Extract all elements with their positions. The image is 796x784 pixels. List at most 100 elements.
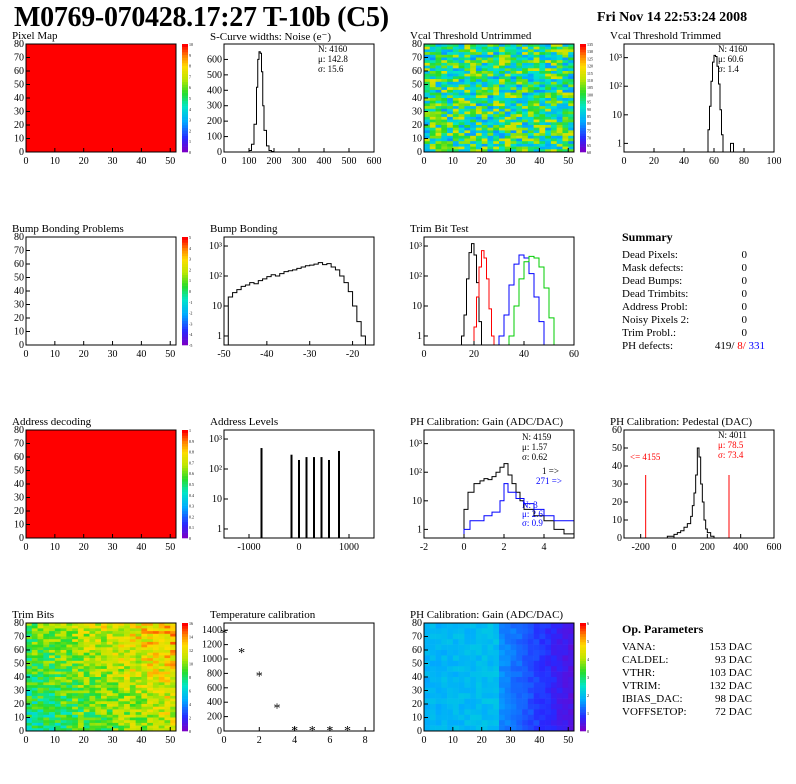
- heatmap-cell: [441, 122, 448, 126]
- colorbar-segment: [182, 695, 188, 699]
- heatmap-cell: [556, 133, 563, 137]
- heatmap-cell: [475, 52, 482, 56]
- heatmap-cell: [522, 677, 529, 683]
- heatmap-cell: [424, 62, 431, 66]
- y-tick-label: 1: [217, 524, 222, 535]
- heatmap-cell: [568, 98, 575, 101]
- heatmap-cell: [447, 146, 454, 150]
- heatmap-cell: [124, 647, 131, 651]
- heatmap-cell: [504, 87, 511, 91]
- heatmap-cell: [487, 698, 494, 705]
- heatmap-cell: [83, 695, 90, 699]
- y-tick-label: 10: [212, 301, 222, 312]
- heatmap-cell: [481, 84, 488, 88]
- heatmap-cell: [452, 44, 459, 47]
- heatmap-cell: [83, 644, 90, 648]
- heatmap-cell: [487, 89, 494, 93]
- heatmap-cell: [487, 693, 494, 699]
- heatmap-cell: [458, 639, 465, 645]
- heatmap-cell: [147, 631, 154, 635]
- heatmap-cell: [493, 100, 500, 104]
- heatmap-cell: [556, 130, 563, 134]
- heatmap-cell: [435, 71, 442, 74]
- heatmap-cell: [568, 644, 575, 651]
- heatmap-cell: [470, 633, 477, 640]
- heatmap-cell: [522, 709, 529, 716]
- stat-label: μ: 60.6: [718, 54, 744, 64]
- heatmap-cell: [441, 623, 448, 629]
- heatmap-cell: [49, 644, 56, 648]
- heatmap-cell: [516, 103, 523, 107]
- heatmap-cell: [556, 725, 563, 732]
- heatmap-cell: [499, 704, 506, 710]
- x-tick-label: 10: [448, 156, 458, 167]
- heatmap-cell: [112, 658, 119, 662]
- heatmap-cell: [118, 623, 125, 626]
- heatmap-cell: [493, 108, 500, 112]
- heatmap-cell: [522, 135, 529, 139]
- heatmap-cell: [510, 71, 517, 74]
- heatmap-cell: [527, 677, 534, 683]
- heatmap-cell: [539, 54, 546, 58]
- colorbar-label: 2: [189, 716, 191, 721]
- heatmap-cell: [556, 73, 563, 77]
- heatmap-cell: [124, 682, 131, 686]
- heatmap-cell: [539, 682, 546, 689]
- heatmap-cell: [510, 677, 517, 683]
- heatmap-cell: [470, 146, 477, 150]
- colorbar-segment: [182, 116, 188, 120]
- colorbar-segment: [182, 481, 188, 485]
- heatmap-cell: [152, 655, 159, 659]
- x-tick-label: 60: [569, 349, 579, 360]
- heatmap-cell: [464, 639, 471, 645]
- heatmap-cell: [147, 687, 154, 691]
- heatmap-cell: [170, 655, 177, 659]
- heatmap-cell: [106, 636, 113, 640]
- heatmap-cell: [475, 623, 482, 629]
- heatmap-cell: [533, 714, 540, 721]
- heatmap-cell: [475, 633, 482, 640]
- heatmap-cell: [424, 100, 431, 104]
- heatmap-cell: [475, 100, 482, 104]
- ph-defects-total: 419/: [714, 340, 735, 352]
- heatmap-cell: [527, 87, 534, 91]
- heatmap-cell: [124, 668, 131, 672]
- heatmap-cell: [493, 79, 500, 83]
- heatmap-cell: [539, 720, 546, 726]
- heatmap-cell: [26, 728, 33, 732]
- heatmap-cell: [464, 135, 471, 139]
- heatmap-cell: [124, 717, 131, 721]
- heatmap-cell: [481, 693, 488, 699]
- x-tick-label: 40: [519, 349, 529, 360]
- heatmap-cell: [441, 98, 448, 101]
- heatmap-cell: [522, 49, 529, 53]
- heatmap-cell: [516, 693, 523, 699]
- heatmap-cell: [118, 655, 125, 659]
- heatmap-cell: [493, 698, 500, 705]
- heatmap-cell: [447, 623, 454, 629]
- colorbar-segment: [580, 119, 586, 123]
- heatmap-cell: [129, 668, 136, 672]
- heatmap-cell: [83, 631, 90, 635]
- heatmap-cell: [152, 722, 159, 726]
- heatmap-cell: [568, 130, 575, 134]
- summary-row: Address Probl: 0: [622, 301, 747, 314]
- heatmap-cell: [106, 725, 113, 729]
- heatmap-cell: [429, 146, 436, 150]
- heatmap-cell: [129, 633, 136, 637]
- colorbar-segment: [182, 237, 188, 240]
- heatmap-cell: [170, 722, 177, 726]
- colorbar-segment: [182, 432, 188, 436]
- heatmap-cell: [550, 143, 557, 147]
- heatmap-cell: [452, 146, 459, 150]
- heatmap-cell: [164, 698, 171, 702]
- heatmap-cell: [504, 714, 511, 721]
- x-tick-label: 50: [165, 349, 175, 360]
- heatmap-cell: [72, 693, 79, 697]
- colorbar-segment: [182, 122, 188, 126]
- heatmap-cell: [129, 728, 136, 732]
- heatmap-cell: [37, 685, 44, 689]
- heatmap-cell: [129, 631, 136, 635]
- heatmap-cell: [458, 714, 465, 721]
